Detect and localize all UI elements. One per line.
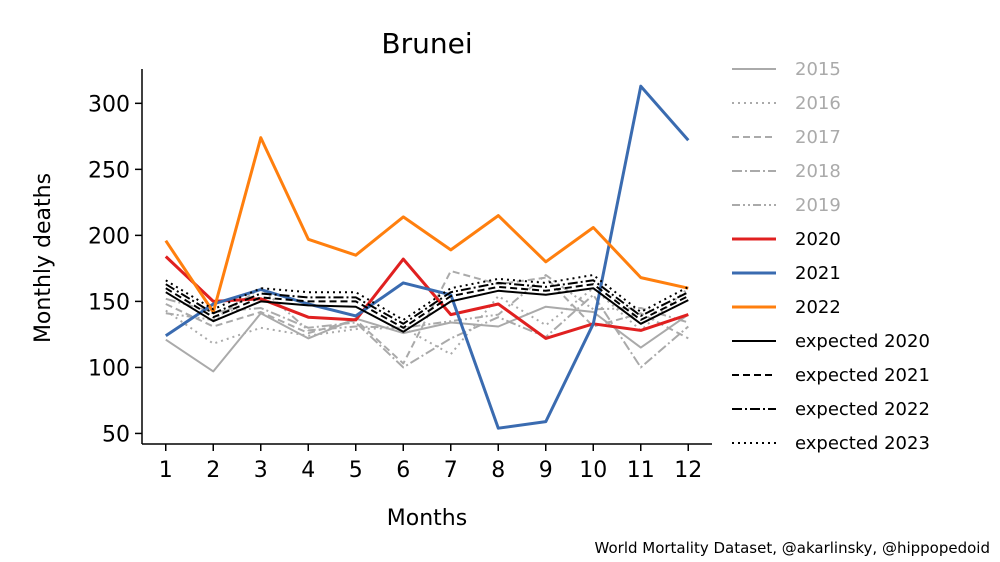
x-tick-label: 2 [206, 458, 220, 483]
x-tick-label: 8 [491, 458, 505, 483]
legend-label: expected 2022 [795, 398, 930, 420]
legend-label: 2020 [795, 228, 841, 250]
legend-label: 2017 [795, 126, 841, 148]
x-tick-label: 7 [444, 458, 458, 483]
legend-label: expected 2023 [795, 432, 930, 454]
x-tick-label: 12 [674, 458, 702, 483]
legend-label: 2016 [795, 92, 841, 114]
legend-label: expected 2020 [795, 330, 930, 352]
x-tick-label: 11 [627, 458, 655, 483]
legend-swatch [732, 170, 776, 172]
chart-title: Brunei [381, 27, 472, 60]
series-line-expected-2020 [165, 287, 689, 333]
legend-swatch [732, 102, 776, 104]
legend-label: expected 2021 [795, 364, 930, 386]
series-line-expected-2023 [165, 274, 689, 321]
x-axis-label: Months [387, 506, 467, 531]
x-tick-label: 4 [301, 458, 315, 483]
legend-item-2015: 2015 [730, 52, 930, 86]
legend-swatch [732, 204, 776, 206]
series-line-expected-2022 [165, 279, 689, 325]
legend-swatch [732, 305, 776, 309]
y-tick-label: 50 [102, 422, 130, 447]
legend-label: 2018 [795, 160, 841, 182]
series-line-2022 [164, 136, 689, 314]
x-tick-label: 6 [396, 458, 410, 483]
legend-swatch [732, 271, 776, 275]
legend-item-2019: 2019 [730, 188, 930, 222]
y-tick-label: 100 [88, 356, 130, 381]
series-line-2021 [164, 84, 690, 430]
legend-item-expected-2021: expected 2021 [730, 358, 930, 392]
series-line-2018 [165, 293, 689, 369]
series-layer [164, 84, 690, 430]
legend: 2015 2016 2017 2018 2019 2020 2021 2022 expected… [730, 52, 930, 460]
legend-swatch [732, 68, 776, 70]
legend-swatch [732, 442, 776, 444]
series-line-2015 [165, 305, 689, 373]
legend-item-2022: 2022 [730, 290, 930, 324]
y-tick-label: 150 [88, 290, 130, 315]
y-axis-label: Monthly deaths [31, 173, 56, 343]
legend-swatch [732, 340, 776, 342]
legend-label: 2022 [795, 296, 841, 318]
legend-label: 2019 [795, 194, 841, 216]
legend-item-expected-2022: expected 2022 [730, 392, 930, 426]
y-tick-label: 200 [88, 224, 130, 249]
x-tick-label: 1 [159, 458, 173, 483]
legend-item-expected-2020: expected 2020 [730, 324, 930, 358]
legend-swatch [732, 136, 776, 138]
legend-swatch [732, 374, 776, 376]
legend-item-2018: 2018 [730, 154, 930, 188]
legend-item-2016: 2016 [730, 86, 930, 120]
legend-item-2020: 2020 [730, 222, 930, 256]
series-line-expected-2021 [165, 283, 689, 329]
credit-text: World Mortality Dataset, @akarlinsky, @h… [594, 539, 990, 557]
y-tick-label: 250 [88, 158, 130, 183]
legend-label: 2015 [795, 58, 841, 80]
x-tick-label: 10 [579, 458, 607, 483]
legend-swatch [732, 408, 776, 410]
legend-item-2017: 2017 [730, 120, 930, 154]
legend-item-2021: 2021 [730, 256, 930, 290]
legend-swatch [732, 237, 776, 241]
x-tick-label: 9 [539, 458, 553, 483]
y-tick-label: 300 [88, 92, 130, 117]
x-tick-label: 3 [254, 458, 268, 483]
legend-item-expected-2023: expected 2023 [730, 426, 930, 460]
legend-label: 2021 [795, 262, 841, 284]
series-line-2020 [164, 255, 689, 340]
x-tick-label: 5 [349, 458, 363, 483]
